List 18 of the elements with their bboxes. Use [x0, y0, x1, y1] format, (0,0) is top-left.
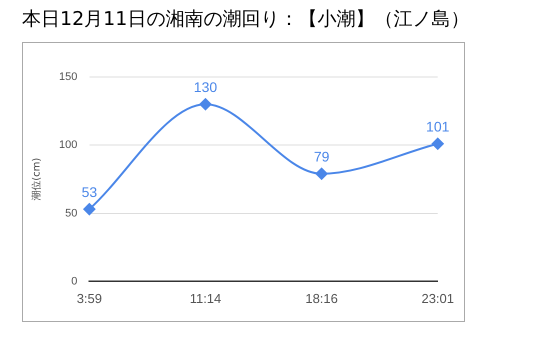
- data-label: 101: [426, 118, 450, 135]
- y-axis-title: 潮位(cm): [30, 158, 43, 201]
- data-label: 79: [314, 148, 330, 165]
- point: [199, 98, 212, 110]
- y-tick-label: 100: [58, 139, 78, 152]
- x-tick-label: 3:59: [76, 290, 102, 306]
- data-label: 53: [82, 184, 98, 200]
- point: [432, 138, 444, 150]
- y-tick-label: 0: [71, 275, 78, 288]
- x-tick-label: 11:14: [190, 290, 222, 306]
- x-tick-label: 18:16: [305, 290, 338, 306]
- y-tick-label: 150: [58, 71, 78, 84]
- point: [83, 203, 96, 216]
- data-label: 130: [194, 79, 218, 96]
- x-tick-label: 23:01: [421, 290, 454, 306]
- chart-title: 本日12月11日の湘南の潮回り：【小潮】（江ノ島）: [22, 7, 470, 32]
- point: [316, 168, 328, 180]
- y-tick-label: 50: [65, 207, 78, 220]
